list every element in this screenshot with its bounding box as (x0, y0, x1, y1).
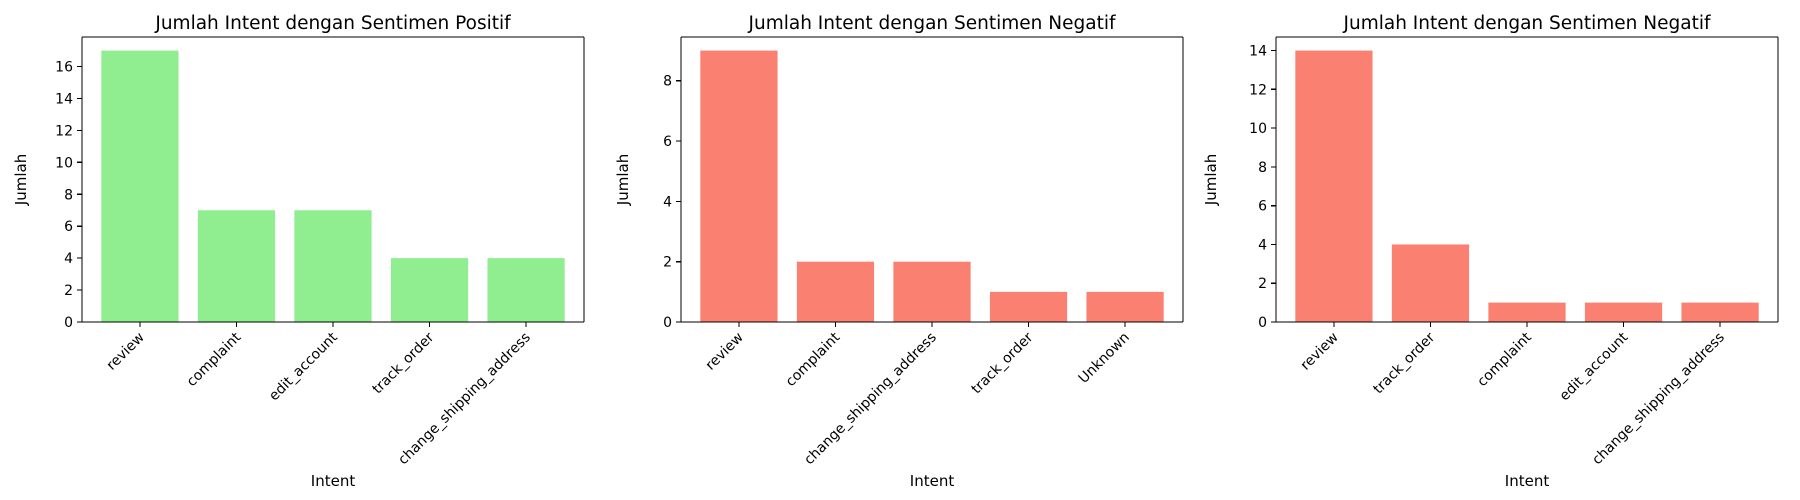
y-tick-label: 10 (1249, 121, 1267, 137)
bar-edit-account (1584, 302, 1663, 322)
y-tick-label: 4 (663, 194, 672, 210)
bar-track-order (390, 258, 469, 322)
y-tick-label: 0 (1258, 315, 1267, 331)
bar-change-shipping-address (893, 261, 971, 322)
y-tick-label: 2 (663, 255, 672, 271)
bar-edit-account (294, 210, 372, 322)
x-tick-label: Unknown (1076, 330, 1133, 387)
y-tick-label: 0 (663, 315, 672, 331)
bar-unknown (1086, 291, 1164, 322)
chart-panel-3: Jumlah Intent dengan Sentimen Negatif Ju… (1202, 13, 1779, 490)
x-axis-label: Intent (311, 472, 356, 490)
bar-complaint (197, 210, 276, 322)
chart-title: Jumlah Intent dengan Sentimen Negatif (748, 13, 1116, 34)
y-tick-label: 2 (1258, 276, 1267, 292)
x-tick-label: track_order (1370, 329, 1438, 397)
y-tick-label: 6 (1258, 199, 1267, 215)
y-axis-label: Jumlah (12, 154, 30, 206)
x-axis-label: Intent (910, 472, 955, 490)
bar-track-order (1391, 244, 1470, 322)
y-tick-label: 16 (55, 60, 73, 76)
bar-complaint (1488, 302, 1566, 322)
y-tick-label: 8 (1258, 160, 1267, 176)
y-tick-label: 8 (64, 187, 73, 203)
y-tick-label: 2 (64, 283, 73, 299)
bar-change-shipping-address (1681, 302, 1759, 322)
x-tick-label: edit_account (1557, 329, 1632, 404)
y-axis-label: Jumlah (1202, 154, 1220, 206)
y-tick-label: 14 (55, 91, 73, 107)
x-tick-label: track_order (370, 329, 438, 397)
x-tick-label: review (703, 330, 747, 374)
x-tick-label: review (104, 330, 148, 374)
y-tick-label: 4 (64, 251, 73, 267)
y-tick-label: 6 (663, 134, 672, 150)
bar-complaint (796, 261, 875, 322)
x-tick-label: edit_account (266, 329, 341, 404)
y-tick-label: 8 (663, 74, 672, 90)
y-tick-label: 10 (55, 155, 73, 171)
x-tick-label: complaint (783, 329, 844, 390)
y-tick-label: 6 (64, 219, 73, 235)
x-tick-label: complaint (184, 329, 245, 390)
bar-track-order (989, 291, 1068, 322)
y-tick-label: 12 (55, 123, 73, 139)
bar-change-shipping-address (487, 258, 565, 322)
x-tick-label: complaint (1474, 329, 1535, 390)
y-tick-label: 12 (1249, 82, 1267, 98)
x-axis-label: Intent (1505, 472, 1550, 490)
bar-review (101, 50, 179, 322)
chart-panel-1: Jumlah Intent dengan Sentimen Positif Ju… (12, 13, 585, 490)
chart-panel-2: Jumlah Intent dengan Sentimen Negatif Ju… (614, 13, 1184, 490)
chart-title: Jumlah Intent dengan Sentimen Negatif (1343, 13, 1711, 34)
y-tick-label: 4 (1258, 237, 1267, 253)
bar-review (700, 50, 778, 322)
y-tick-label: 0 (64, 315, 73, 331)
bar-review (1295, 50, 1373, 322)
chart-title: Jumlah Intent dengan Sentimen Positif (154, 13, 511, 34)
x-tick-label: review (1298, 330, 1342, 374)
y-axis-label: Jumlah (614, 154, 632, 206)
x-tick-label: track_order (969, 329, 1037, 397)
y-tick-label: 14 (1249, 44, 1267, 60)
